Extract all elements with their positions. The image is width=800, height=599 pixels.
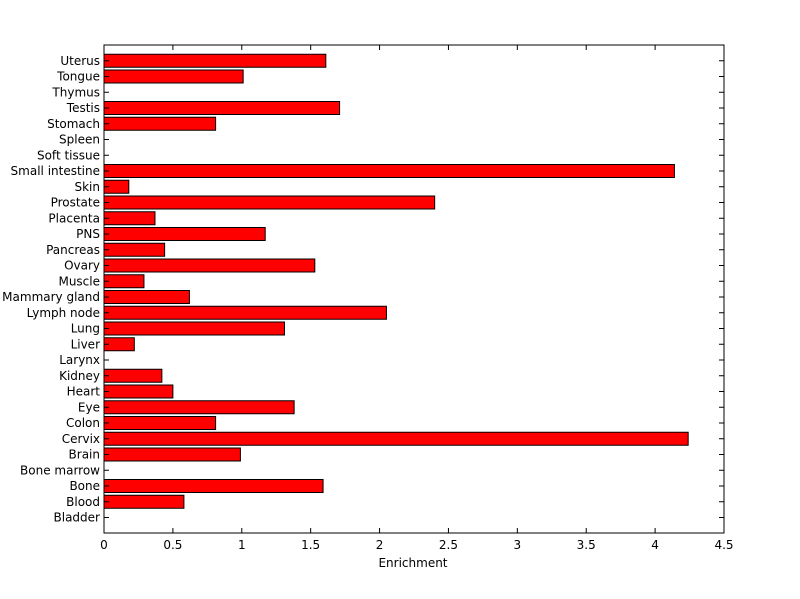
bar-small-intestine: [103, 164, 675, 178]
y-tick-label: Lung: [71, 322, 100, 336]
y-tick-label: Cervix: [62, 432, 100, 446]
y-tick-label: Lymph node: [27, 306, 100, 320]
bar-colon: [103, 416, 217, 430]
plot-frame: [103, 44, 725, 534]
y-tick-label: Liver: [71, 337, 101, 351]
y-tick-label: Tongue: [56, 70, 100, 84]
bar-stomach: [103, 116, 217, 131]
x-tick-label: 3.5: [577, 538, 596, 552]
y-tick-label: Muscle: [58, 274, 100, 288]
y-tick-label: Prostate: [51, 196, 100, 210]
y-tick-label: Stomach: [47, 117, 100, 131]
bar-prostate: [103, 195, 436, 210]
y-tick-label: Heart: [67, 385, 101, 399]
bar-placenta: [103, 211, 156, 226]
y-tick-label: Mammary gland: [2, 290, 100, 304]
y-tick-label: Small intestine: [11, 164, 100, 178]
y-tick-label: Soft tissue: [37, 148, 100, 162]
y-tick-label: Larynx: [59, 353, 100, 367]
y-tick-label: Blood: [66, 495, 100, 509]
x-tick-label: 0.5: [163, 538, 182, 552]
x-tick-label: 0: [100, 538, 108, 552]
bar-lung: [103, 321, 285, 336]
bar-pancreas: [103, 242, 166, 257]
x-tick-label: 3: [514, 538, 522, 552]
y-tick-label: Bone marrow: [20, 463, 100, 477]
y-tick-label: Bladder: [54, 511, 101, 525]
bar-testis: [103, 101, 341, 115]
bar-ovary: [103, 258, 316, 273]
bar-cervix: [103, 431, 689, 446]
y-tick-label: Kidney: [59, 369, 100, 383]
bar-eye: [103, 400, 295, 415]
x-tick-label: 4.5: [714, 538, 733, 552]
bar-uterus: [103, 53, 327, 68]
bar-muscle: [103, 274, 145, 289]
y-tick-label: Ovary: [64, 259, 100, 273]
bar-pns: [103, 227, 266, 241]
y-tick-label: Eye: [78, 400, 100, 414]
ticks-layer: [103, 45, 725, 533]
bar-tongue: [103, 69, 244, 84]
bar-lymph-node: [103, 305, 387, 320]
y-tick-label: Placenta: [48, 211, 100, 225]
y-tick-label: PNS: [76, 227, 100, 241]
x-tick-label: 2: [376, 538, 384, 552]
x-tick-label: 4: [651, 538, 659, 552]
bar-mammary-gland: [103, 290, 190, 304]
bar-blood: [103, 494, 185, 509]
y-tick-label: Skin: [74, 180, 100, 194]
bar-bone: [103, 479, 324, 493]
y-tick-label: Colon: [66, 416, 100, 430]
bar-kidney: [103, 368, 163, 383]
x-tick-label: 1: [238, 538, 246, 552]
y-tick-label: Bone: [69, 479, 100, 493]
x-tick-label: 1.5: [301, 538, 320, 552]
bar-heart: [103, 384, 174, 399]
y-tick-label: Pancreas: [46, 243, 100, 257]
y-tick-label: Testis: [66, 101, 100, 115]
y-tick-label: Uterus: [60, 54, 100, 68]
x-axis-label: Enrichment: [378, 556, 447, 570]
y-tick-label: Brain: [69, 448, 100, 462]
x-tick-label: 2.5: [439, 538, 458, 552]
bar-brain: [103, 447, 241, 462]
y-tick-label: Spleen: [59, 133, 100, 147]
y-tick-label: Thymus: [51, 85, 100, 99]
